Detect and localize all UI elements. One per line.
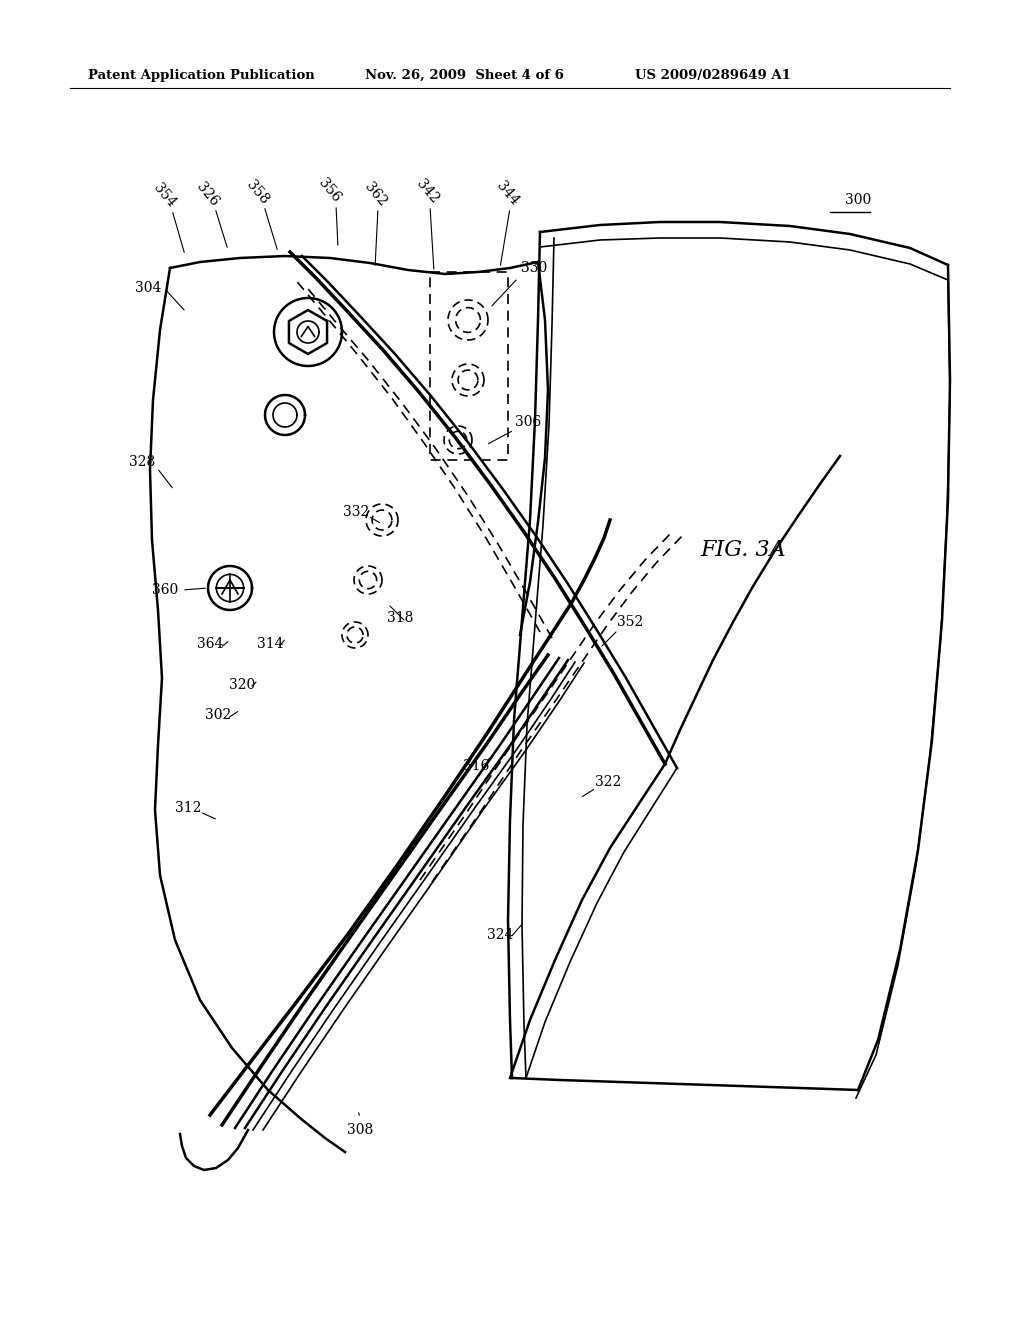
Text: 302: 302 <box>205 708 231 722</box>
Text: Patent Application Publication: Patent Application Publication <box>88 69 314 82</box>
Text: 316: 316 <box>463 759 489 774</box>
Text: 328: 328 <box>129 455 155 469</box>
Text: 318: 318 <box>387 611 414 624</box>
Text: 358: 358 <box>244 177 271 206</box>
Text: US 2009/0289649 A1: US 2009/0289649 A1 <box>635 69 791 82</box>
Text: 324: 324 <box>486 928 513 942</box>
Text: 312: 312 <box>175 801 201 814</box>
Text: 364: 364 <box>197 638 223 651</box>
Text: 326: 326 <box>195 180 222 209</box>
Text: Nov. 26, 2009  Sheet 4 of 6: Nov. 26, 2009 Sheet 4 of 6 <box>365 69 564 82</box>
Text: 320: 320 <box>229 678 255 692</box>
Text: 330: 330 <box>521 261 547 275</box>
Text: 354: 354 <box>152 181 179 211</box>
Text: FIG. 3A: FIG. 3A <box>700 539 785 561</box>
Text: 332: 332 <box>343 506 369 519</box>
Text: 308: 308 <box>347 1123 373 1137</box>
Text: 356: 356 <box>316 176 344 205</box>
Text: 362: 362 <box>362 180 390 209</box>
Text: 304: 304 <box>135 281 161 294</box>
Text: 352: 352 <box>616 615 643 630</box>
Text: 314: 314 <box>257 638 284 651</box>
Text: 306: 306 <box>515 414 541 429</box>
Text: 322: 322 <box>595 775 622 789</box>
Text: 360: 360 <box>152 583 178 597</box>
Text: 300: 300 <box>845 193 871 207</box>
Text: 342: 342 <box>414 177 441 207</box>
Text: 344: 344 <box>495 180 522 209</box>
